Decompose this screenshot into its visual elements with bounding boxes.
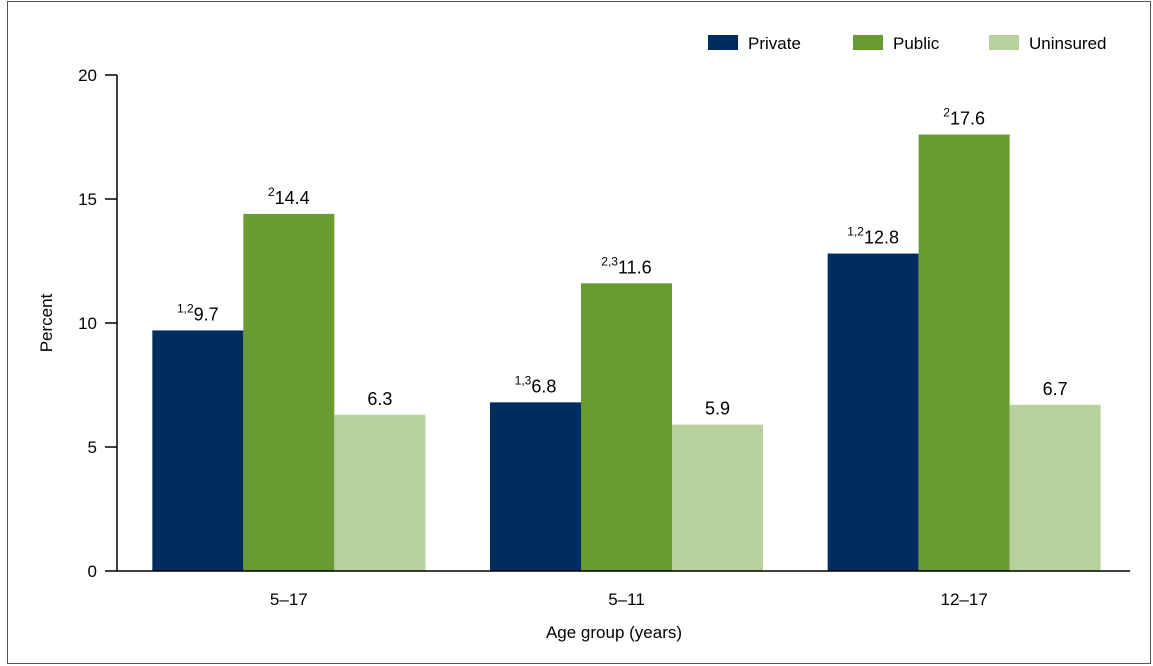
bar-uninsured: [334, 414, 426, 571]
bar-uninsured: [672, 424, 763, 571]
bar-value: 12.8: [864, 228, 899, 248]
footnote-marker: 1,2: [177, 301, 194, 315]
footnote-marker: 2: [268, 185, 275, 199]
bar-private: [152, 330, 244, 571]
x-ticks: 5–17 5–11 12–17: [270, 590, 988, 609]
footnote-marker: 2,3: [601, 254, 618, 268]
x-tick-label: 12–17: [941, 590, 988, 609]
bar-value: 9.7: [194, 304, 219, 324]
bar-public: [243, 213, 335, 571]
bar-value-label: 2,311.6: [601, 254, 651, 277]
bar-value: 11.6: [618, 257, 652, 277]
y-tick-label: 5: [88, 438, 97, 457]
bar-value-label: 217.6: [943, 106, 985, 129]
bar-value-label: 1,212.8: [847, 225, 899, 248]
legend-label: Public: [893, 34, 940, 53]
bar-value-label: 1,29.7: [177, 301, 219, 324]
bar-value-label: 5.9: [705, 399, 730, 419]
bar-labels: 1,29.7214.46.31,36.82,311.65.91,212.8217…: [177, 106, 1068, 419]
legend-swatch-uninsured: [989, 35, 1019, 50]
legend-label: Uninsured: [1029, 34, 1107, 53]
bar-public: [918, 134, 1010, 571]
bar-value-label: 1,36.8: [515, 373, 557, 396]
chart-frame: [7, 1, 1151, 664]
bar-value: 17.6: [950, 109, 985, 129]
x-axis-label: Age group (years): [546, 623, 682, 642]
bars: [152, 134, 1101, 571]
footnote-marker: 2: [943, 106, 950, 120]
y-tick-label: 10: [78, 314, 97, 333]
bar-public: [581, 283, 672, 571]
bar-private: [827, 253, 919, 571]
bar-value: 14.4: [275, 188, 310, 208]
bar-value-label: 6.7: [1043, 379, 1068, 399]
footnote-marker: 1,3: [515, 373, 532, 387]
y-tick-label: 20: [78, 66, 97, 85]
bar-value: 6.8: [531, 376, 556, 396]
y-tick-label: 15: [78, 190, 97, 209]
legend-swatch-public: [853, 35, 883, 50]
x-tick-label: 5–11: [608, 590, 645, 609]
y-tick-label: 0: [88, 562, 97, 581]
bar-value-label: 214.4: [268, 185, 310, 208]
y-ticks: 0 5 10 15 20: [78, 66, 117, 581]
legend-swatch-private: [708, 35, 738, 50]
legend-label: Private: [748, 34, 801, 53]
bar-value-label: 6.3: [367, 389, 392, 409]
bar-private: [490, 402, 581, 571]
y-axis-label: Percent: [37, 293, 56, 352]
legend: Private Public Uninsured: [708, 34, 1107, 53]
footnote-marker: 1,2: [847, 225, 864, 239]
bar-uninsured: [1009, 404, 1101, 571]
x-tick-label: 5–17: [270, 590, 308, 609]
